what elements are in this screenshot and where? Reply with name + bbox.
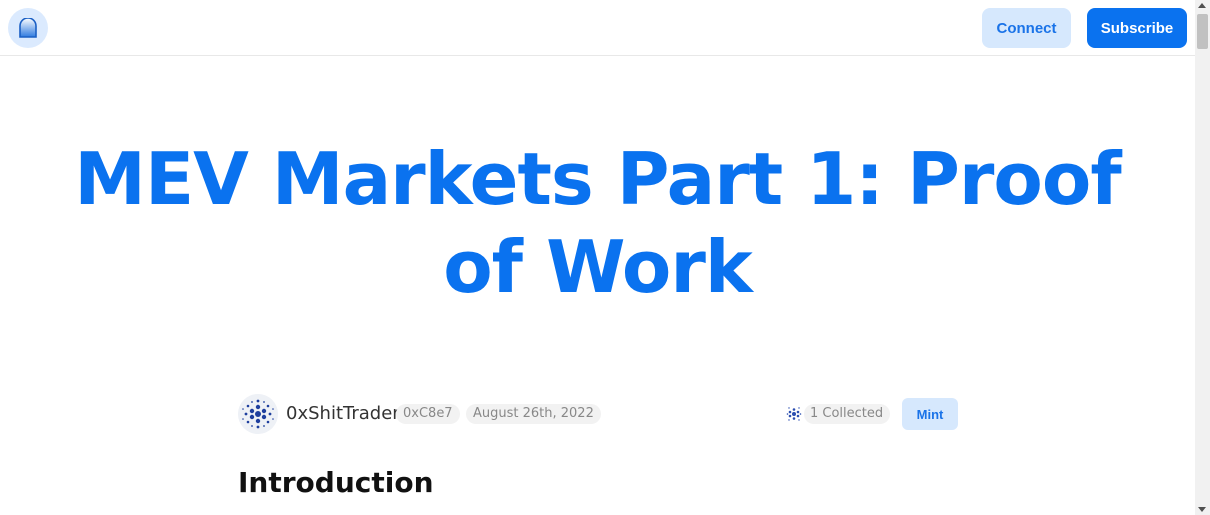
scroll-thumb[interactable]	[1197, 14, 1208, 49]
dotted-circle-avatar-icon	[238, 394, 278, 434]
collectors-icon	[786, 407, 802, 421]
publish-date-badge: August 26th, 2022	[466, 404, 601, 424]
author-name[interactable]: 0xShitTrader	[286, 403, 400, 424]
section-heading-introduction: Introduction	[238, 466, 434, 499]
home-logo-button[interactable]	[8, 8, 48, 48]
article-title: MEV Markets Part 1: Proof of Work	[74, 137, 1121, 309]
subscribe-button[interactable]: Subscribe	[1087, 8, 1187, 48]
connect-button[interactable]: Connect	[982, 8, 1071, 48]
arch-window-icon	[19, 18, 37, 38]
vertical-scrollbar[interactable]	[1195, 0, 1210, 515]
scroll-up-arrow-icon[interactable]	[1198, 3, 1206, 8]
scroll-down-arrow-icon[interactable]	[1198, 507, 1206, 512]
author-avatar[interactable]	[238, 394, 278, 434]
author-address-badge[interactable]: 0xC8e7	[396, 404, 460, 424]
collected-count-badge[interactable]: 1 Collected	[804, 404, 891, 424]
top-bar: Connect Subscribe	[0, 0, 1195, 56]
mint-button[interactable]: Mint	[902, 398, 958, 430]
article-meta: 0xShitTrader 0xC8e7 August 26th, 2022 1 …	[238, 394, 958, 434]
